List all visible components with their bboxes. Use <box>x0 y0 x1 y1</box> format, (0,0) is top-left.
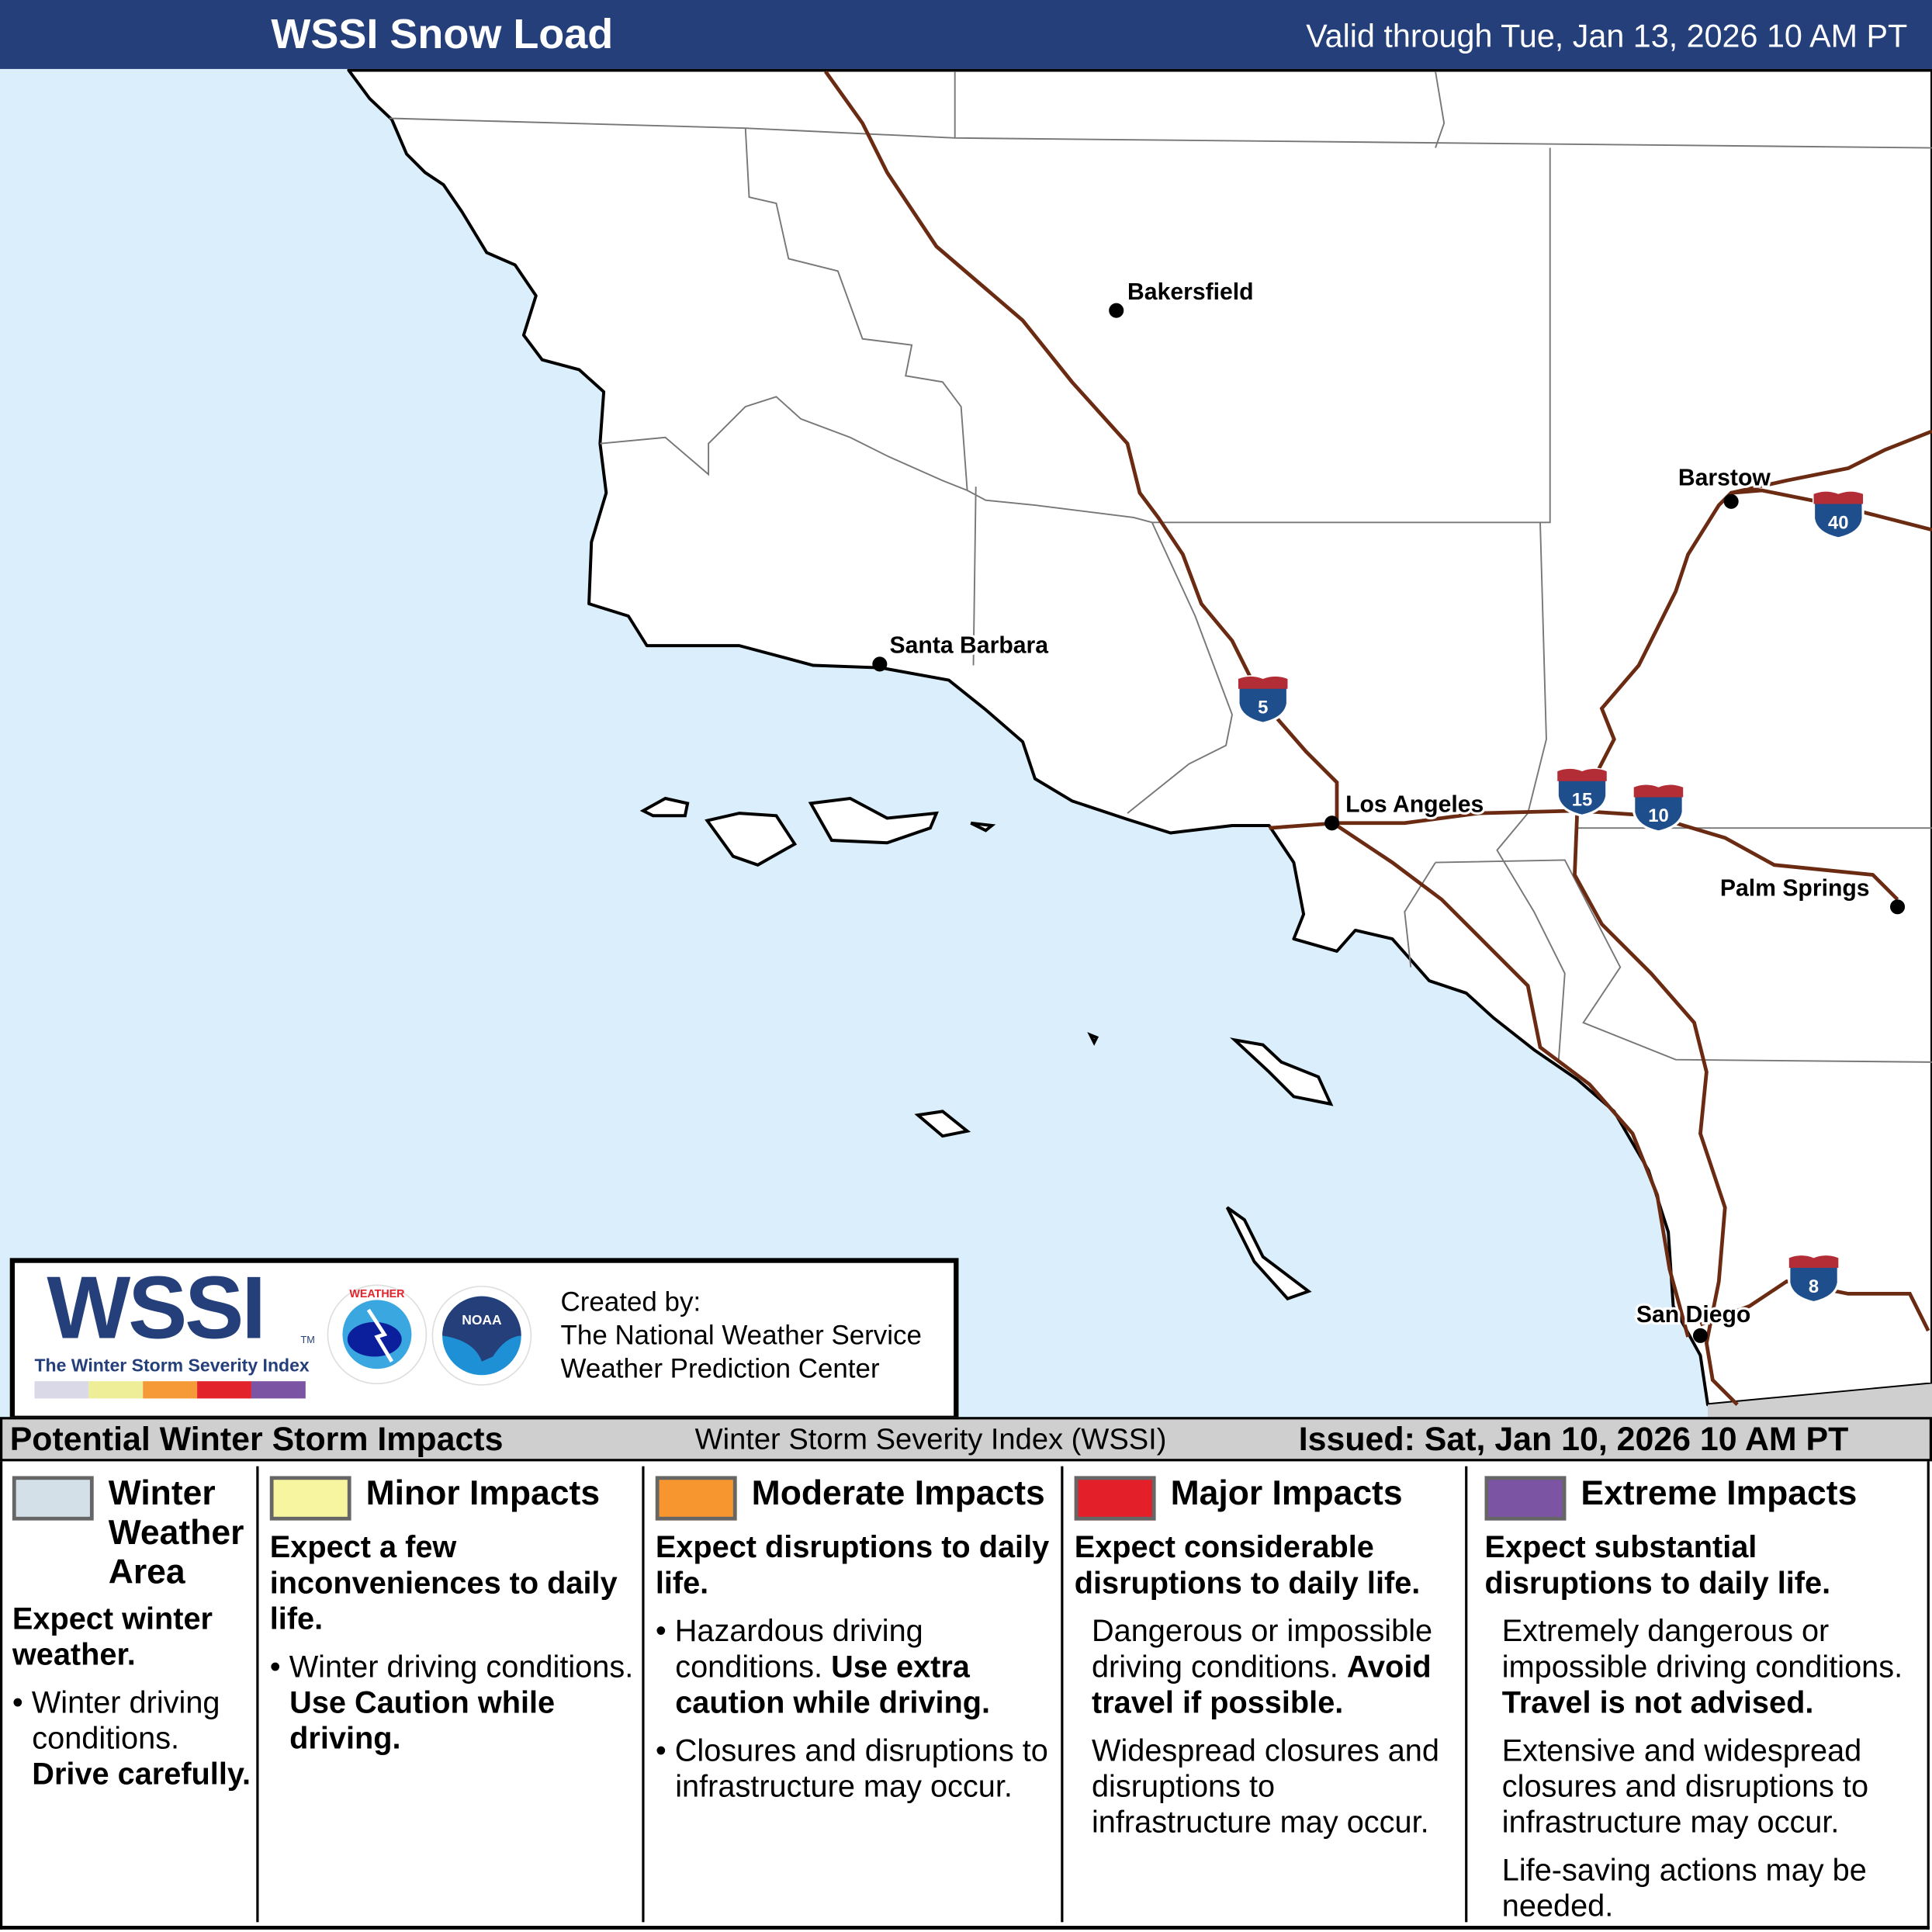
islands <box>639 796 1334 1301</box>
legend-divider <box>1465 1466 1468 1923</box>
interstate-shield-40: 40 <box>1812 490 1864 540</box>
legend-bullet-2: Hazardous driving conditions. <box>674 1614 923 1684</box>
legend-bullet-0: Winter driving conditions. <box>31 1685 220 1756</box>
legend-moderate: Moderate Impacts Expect disruptions to d… <box>655 1461 1055 1805</box>
trademark: TM <box>300 1334 315 1346</box>
wssi-color-bar <box>34 1381 306 1399</box>
interstate-shield-15: 15 <box>1556 767 1608 817</box>
wssi-logo: WSSI <box>47 1259 266 1358</box>
swatch-extreme <box>1484 1476 1567 1521</box>
swatch-major <box>1074 1476 1156 1521</box>
legend-header: Potential Winter Storm Impacts Winter St… <box>0 1417 1932 1462</box>
legend-p1-bold-4: Travel is not advised. <box>1501 1685 1814 1720</box>
created-by-label: Created by: <box>560 1286 701 1317</box>
legend-p1-4: Extremely dangerous or impossible drivin… <box>1501 1614 1903 1684</box>
legend-title-1: Minor Impacts <box>365 1473 601 1512</box>
impact-legend: Winter Weather Area Expect winter weathe… <box>0 1461 1930 1930</box>
swatch-moderate <box>655 1476 737 1521</box>
nws-logo-icon: WEATHER <box>327 1284 428 1385</box>
city-label-barstow: Barstow <box>1678 466 1771 491</box>
legend-divider <box>642 1466 645 1923</box>
org-nws: The National Weather Service <box>560 1319 922 1351</box>
interstate-shield-10: 10 <box>1633 783 1684 833</box>
legend-extreme: Extreme Impacts Expect substantial disru… <box>1484 1461 1927 1924</box>
created-by: Created by: The National Weather Service… <box>561 1285 922 1385</box>
legend-p1-bold-3: Avoid travel if possible. <box>1091 1650 1432 1720</box>
legend-title-0: Winter Weather Area <box>108 1473 244 1591</box>
noaa-logo-icon: NOAA <box>431 1286 532 1386</box>
noaa-text: NOAA <box>462 1312 502 1328</box>
land <box>347 68 1932 1407</box>
legend-bullet-bold-2: Use extra caution while driving. <box>675 1650 991 1720</box>
interstate-number: 15 <box>1572 790 1592 811</box>
legend-bullet-bold-0: Drive carefully. <box>32 1757 251 1792</box>
city-dot-santa-barbara <box>872 656 888 672</box>
city-label-santa-barbara: Santa Barbara <box>890 633 1049 659</box>
interstate-shield-5: 5 <box>1237 675 1290 725</box>
legend-major: Major Impacts Expect considerable disrup… <box>1074 1461 1462 1840</box>
city-markers: Bakersfield Santa Barbara Los Angeles Ba… <box>872 277 1906 1343</box>
mexico <box>1707 1383 1932 1418</box>
city-label-palm-springs: Palm Springs <box>1720 875 1870 901</box>
interstate-shield-8: 8 <box>1788 1254 1840 1304</box>
legend-summary-3: Expect considerable disruptions to daily… <box>1074 1530 1421 1601</box>
legend-bullet2-2: Closures and disruptions to infrastructu… <box>674 1733 1048 1804</box>
interstate-shields: 5 15 10 40 8 <box>1237 490 1864 1304</box>
interstate-number: 5 <box>1258 697 1268 718</box>
city-label-san-diego: San Diego <box>1636 1302 1750 1328</box>
map-title: WSSI Snow Load <box>271 11 614 58</box>
city-label-bakersfield: Bakersfield <box>1127 279 1254 305</box>
legend-bullet-bold-1: Use Caution while driving. <box>289 1685 556 1756</box>
county-lines <box>389 71 1932 1063</box>
interstate-number: 40 <box>1828 512 1849 533</box>
interstate-number: 10 <box>1648 805 1669 826</box>
legend-summary-4: Expect substantial disruptions to daily … <box>1484 1530 1831 1601</box>
legend-summary-0: Expect winter weather. <box>12 1601 213 1672</box>
city-dot-palm-springs <box>1890 899 1906 915</box>
city-label-los-angeles: Los Angeles <box>1345 791 1484 817</box>
wssi-subtitle: The Winter Storm Severity Index <box>34 1356 310 1376</box>
city-dot-barstow <box>1723 493 1739 509</box>
legend-divider <box>256 1466 259 1923</box>
nws-text: WEATHER <box>349 1288 405 1300</box>
index-name: Winter Storm Severity Index (WSSI) <box>694 1423 1167 1457</box>
highways <box>824 70 1932 1407</box>
legend-title-2: Moderate Impacts <box>751 1473 1045 1512</box>
legend-title: Potential Winter Storm Impacts <box>9 1420 504 1458</box>
org-wpc: Weather Prediction Center <box>560 1352 880 1384</box>
swatch-minor <box>269 1476 351 1521</box>
legend-divider <box>1061 1466 1064 1923</box>
legend-p1-3: Dangerous or impossible driving conditio… <box>1091 1614 1433 1684</box>
valid-through: Valid through Tue, Jan 13, 2026 10 AM PT <box>1306 17 1908 54</box>
legend-title-4: Extreme Impacts <box>1581 1473 1858 1512</box>
legend-p2-4: Extensive and widespread closures and di… <box>1501 1733 1869 1840</box>
city-dot-los-angeles <box>1324 815 1340 831</box>
legend-p2-3: Widespread closures and disruptions to i… <box>1091 1733 1439 1840</box>
credits-box: WSSI TM The Winter Storm Severity Index … <box>9 1258 959 1421</box>
issued-time: Issued: Sat, Jan 10, 2026 10 AM PT <box>1298 1420 1849 1458</box>
swatch-winter-weather <box>12 1476 94 1521</box>
legend-summary-2: Expect disruptions to daily life. <box>655 1530 1050 1601</box>
legend-winter-weather-area: Winter Weather Area Expect winter weathe… <box>12 1473 251 1792</box>
legend-p3-4: Life-saving actions may be needed. <box>1501 1853 1867 1923</box>
city-dot-san-diego <box>1692 1328 1708 1343</box>
legend-bullet-1: Winter driving conditions. <box>289 1650 634 1684</box>
map: Bakersfield Santa Barbara Los Angeles Ba… <box>0 68 1932 1418</box>
legend-summary-1: Expect a few inconveniences to daily lif… <box>269 1530 618 1636</box>
legend-title-3: Major Impacts <box>1170 1473 1403 1512</box>
interstate-number: 8 <box>1809 1276 1819 1297</box>
header-bar: WSSI Snow Load Valid through Tue, Jan 13… <box>0 0 1932 69</box>
legend-minor: Minor Impacts Expect a few inconvenience… <box>269 1461 637 1757</box>
city-dot-bakersfield <box>1109 303 1124 318</box>
